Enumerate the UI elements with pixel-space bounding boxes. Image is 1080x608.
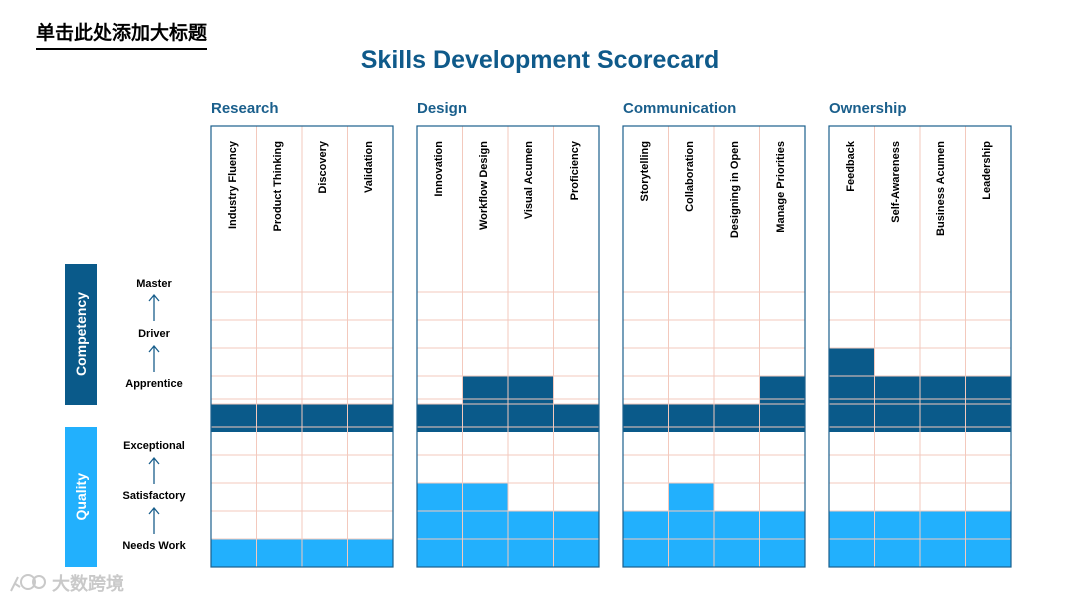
watermark-text: 大数跨境 [52,574,124,595]
competency-cell [256,404,302,432]
competency-cell [623,404,669,432]
competency-cell [714,404,760,432]
competency-cell [829,348,875,432]
group-title-design: Design [417,100,468,117]
group-frame [416,125,600,568]
level-needs-work: Needs Work [122,540,186,552]
quality-cell [302,539,348,567]
competency-cell [553,404,599,432]
level-apprentice: Apprentice [125,378,183,390]
arrow-up-icon [148,345,160,372]
level-driver: Driver [138,328,170,340]
competency-cell [302,404,348,432]
chart-title: Skills Development Scorecard [360,46,720,74]
competency-box: Competency [65,264,97,405]
arrow-up-icon [148,457,160,484]
level-exceptional: Exceptional [123,440,185,452]
quality-cell [417,483,463,567]
watermark: 大数跨境 [8,570,124,596]
group-title-communication: Communication [623,100,737,117]
quality-box: Quality [65,427,97,567]
quality-cell [256,539,302,567]
competency-cell [347,404,393,432]
corner-title: 单击此处添加大标题 [36,18,208,50]
group-frame [210,125,394,568]
competency-cell [668,404,714,432]
quality-cell [668,483,714,567]
group-title-research: Research [211,100,279,117]
group-frame [828,125,1012,568]
competency-cell [417,404,463,432]
arrow-up-icon [148,294,160,321]
quality-cell [347,539,393,567]
group-frame [622,125,806,568]
quality-cell [462,483,508,567]
group-title-ownership: Ownership [829,100,907,117]
arrow-up-icon [148,507,160,534]
quality-cell [211,539,257,567]
level-master: Master [136,278,172,290]
competency-cell [211,404,257,432]
watermark-logo-icon [10,574,46,592]
level-satisfactory: Satisfactory [122,490,186,502]
